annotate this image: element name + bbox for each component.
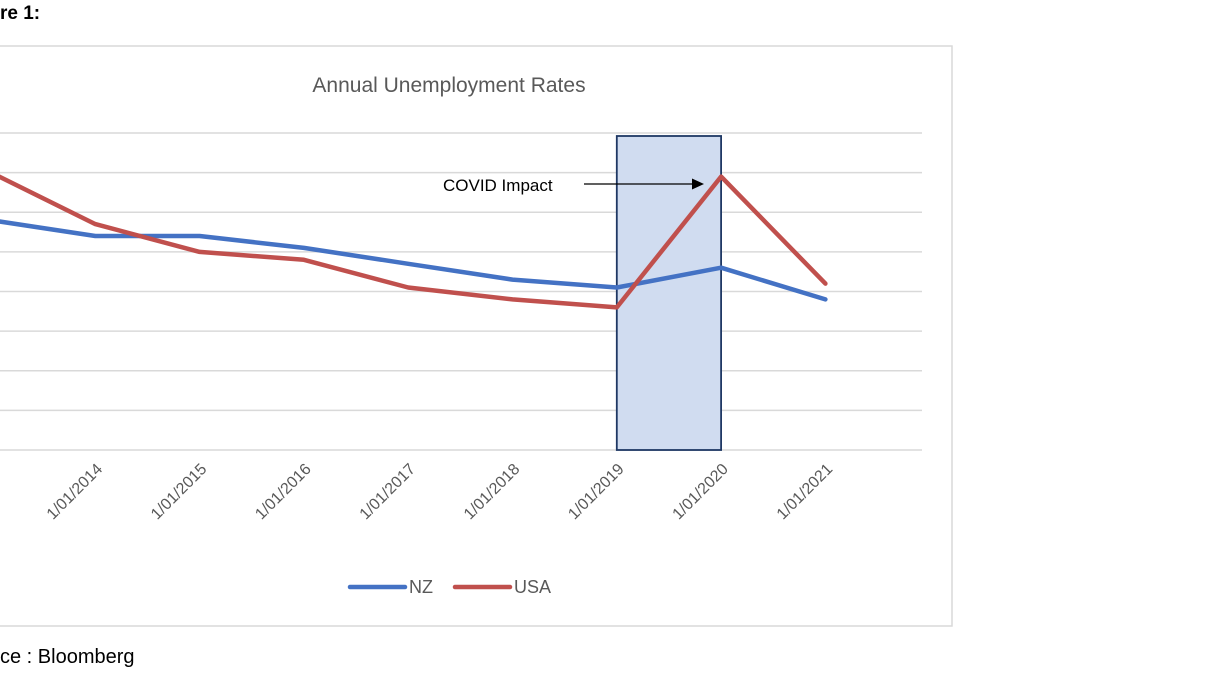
source-note: ce : Bloomberg: [0, 646, 135, 668]
covid-impact-annotation: COVID Impact: [443, 176, 553, 195]
chart-frame: [0, 45, 953, 627]
covid-shade-layer: [615, 135, 722, 451]
legend-label-nz: NZ: [409, 577, 433, 597]
figure-label: re 1:: [0, 3, 41, 24]
covid-shade-region: [615, 135, 722, 451]
chart-title: Annual Unemployment Rates: [312, 74, 585, 97]
annotation-arrow-head: [692, 178, 704, 190]
series-line-usa: [0, 174, 828, 310]
legend-label-usa: USA: [514, 577, 551, 597]
series-layer: [0, 174, 828, 310]
annotation-layer: COVID Impact: [443, 176, 704, 195]
legend: NZ USA: [347, 577, 551, 597]
series-line-nz: [0, 219, 828, 302]
